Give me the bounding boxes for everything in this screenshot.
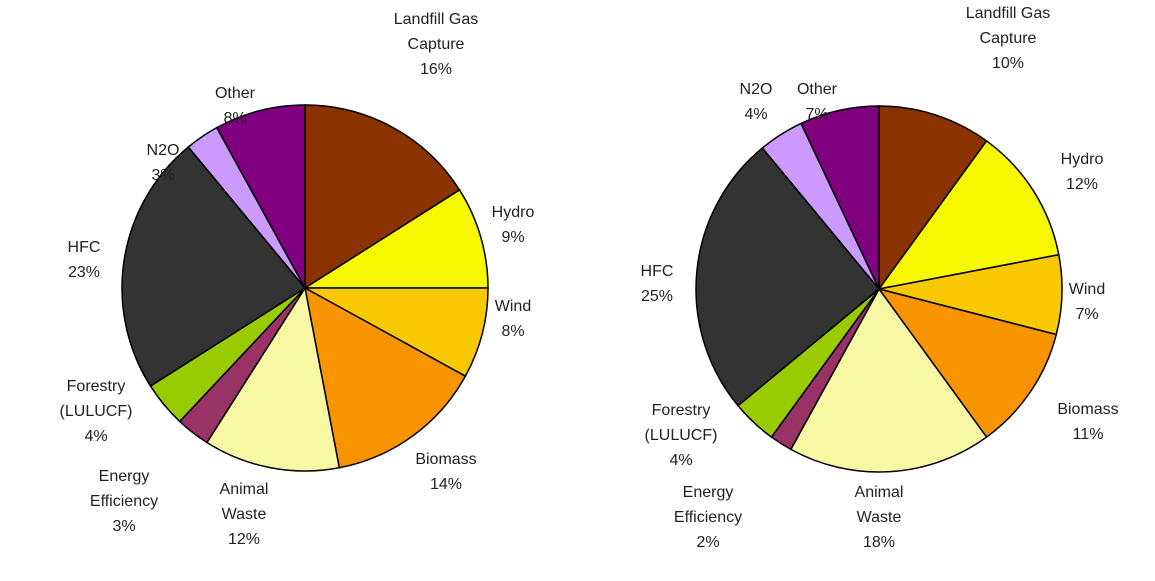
slice-label: Biomass xyxy=(415,451,476,468)
pie-slice xyxy=(800,105,880,290)
pie-slice xyxy=(121,145,307,388)
slice-label: Landfill Gas Capture xyxy=(966,5,1051,47)
value-label: 11% xyxy=(1073,426,1104,443)
slice-label: Energy Efficiency xyxy=(674,484,742,526)
value-label: 12% xyxy=(228,531,260,548)
slice-label: Hydro xyxy=(1061,151,1104,168)
pie-slice xyxy=(215,104,306,289)
value-label: 8% xyxy=(223,110,246,127)
value-label: 7% xyxy=(805,106,828,123)
pie-slice xyxy=(302,188,489,289)
slice-label: Forestry (LULUCF) xyxy=(645,402,718,444)
slice-label: N2O xyxy=(147,142,180,159)
slice-label: Biomass xyxy=(1057,401,1118,418)
value-label: 4% xyxy=(669,452,692,469)
slice-label: Forestry (LULUCF) xyxy=(60,378,133,420)
value-label: 8% xyxy=(501,323,524,340)
value-label: 23% xyxy=(68,264,100,281)
value-label: 16% xyxy=(420,61,452,78)
value-label: 18% xyxy=(863,534,895,551)
value-label: 12% xyxy=(1066,176,1098,193)
value-label: 7% xyxy=(1075,306,1098,323)
pie-slice xyxy=(205,285,341,472)
slice-label: Landfill Gas Capture xyxy=(394,11,479,53)
slice-label: Other xyxy=(797,81,838,98)
pie-slice xyxy=(303,286,467,469)
slice-label: HFC xyxy=(641,263,674,280)
value-label: 2% xyxy=(696,534,719,551)
value-label: 10% xyxy=(992,55,1024,72)
value-label: 9% xyxy=(501,229,524,246)
slice-label: Hydro xyxy=(492,204,535,221)
value-label: 14% xyxy=(430,476,462,493)
pie-slice xyxy=(304,104,461,290)
slice-label: Animal Waste xyxy=(220,481,269,523)
slice-label: N2O xyxy=(740,81,773,98)
pie-slice xyxy=(789,287,988,473)
slice-label: Wind xyxy=(1069,281,1105,298)
slice-label: Other xyxy=(215,85,256,102)
value-label: 3% xyxy=(112,518,135,535)
value-label: 25% xyxy=(641,288,673,305)
value-label: 3% xyxy=(151,167,174,184)
slice-label: Energy Efficiency xyxy=(90,468,158,510)
value-label: 4% xyxy=(84,428,107,445)
pie-slice xyxy=(304,287,489,378)
pie-slice xyxy=(877,287,1058,439)
slice-label: Animal Waste xyxy=(855,484,904,526)
value-label: 4% xyxy=(744,106,767,123)
pie-slice xyxy=(695,146,881,407)
pie-slice xyxy=(878,105,988,292)
slice-label: Wind xyxy=(495,298,531,315)
pie-slice xyxy=(877,139,1060,291)
slice-label: HFC xyxy=(68,239,101,256)
